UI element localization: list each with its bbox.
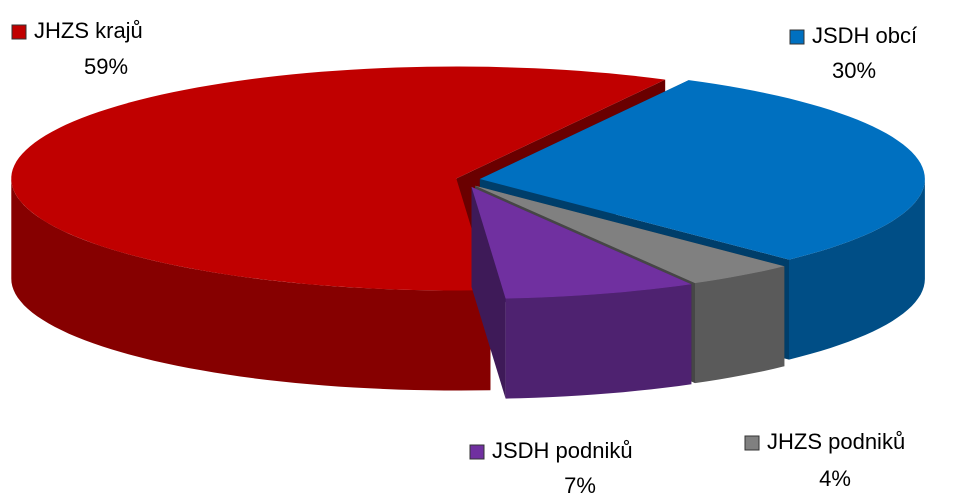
legend-swatch — [789, 29, 805, 45]
slice-top — [475, 185, 785, 284]
slice-wall — [789, 179, 925, 360]
slice-value-label: 7% — [564, 473, 596, 497]
slice-value-label: 4% — [819, 466, 851, 491]
slice-wall — [695, 266, 785, 384]
slice-label: JHZS podniků — [767, 429, 905, 454]
legend-swatch — [11, 24, 27, 40]
slice-label: JHZS krajů — [34, 18, 143, 43]
slice-top — [11, 66, 666, 291]
slice-label: JSDH obcí — [812, 23, 917, 48]
legend-swatch — [469, 444, 485, 460]
slice-value-label: 59% — [84, 54, 128, 79]
slice-top — [471, 186, 692, 299]
slice-label: JSDH podniků — [492, 438, 633, 463]
slice — [471, 186, 692, 399]
slice-value-label: 30% — [832, 58, 876, 83]
slice-side — [471, 186, 506, 399]
slice-wall — [11, 178, 491, 391]
slice-top — [479, 80, 925, 260]
slice-wall — [505, 284, 692, 399]
legend-swatch — [744, 435, 760, 451]
